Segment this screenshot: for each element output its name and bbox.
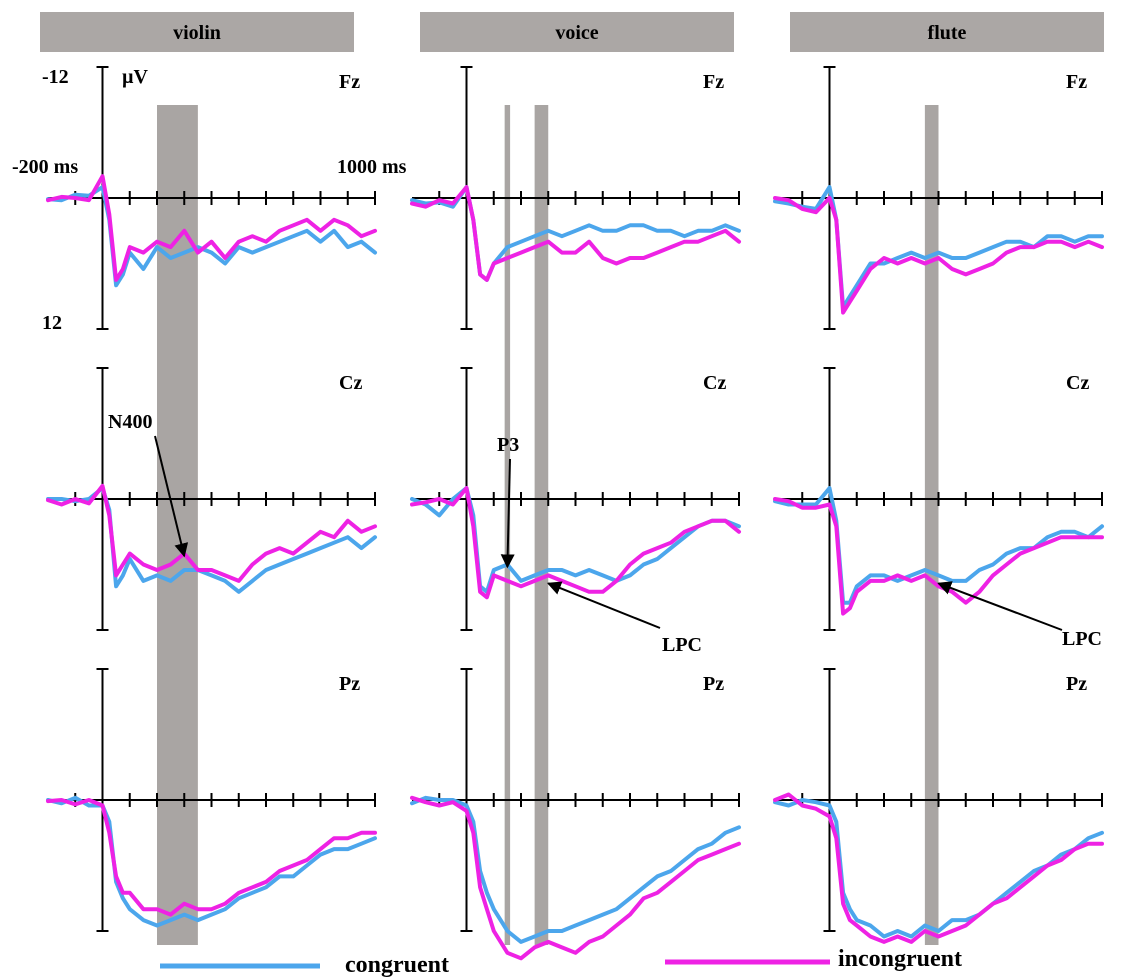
shaded-window — [924, 105, 939, 945]
column-title: voice — [555, 22, 598, 44]
waveform-incongruent — [773, 792, 1104, 944]
waveform-incongruent — [410, 795, 741, 961]
column-headers: violin voice flute — [40, 12, 1104, 52]
legend-label-congruent: congruent — [345, 952, 449, 978]
y-unit-label: µV — [122, 66, 149, 88]
waveform-congruent — [773, 185, 1104, 310]
waveform-congruent — [410, 795, 741, 944]
annotation-lpc: LPC — [662, 634, 702, 656]
legend: congruent incongruent — [160, 946, 962, 978]
annotation-arrow — [546, 581, 661, 629]
electrode-label: Fz — [703, 71, 724, 93]
y-top-label: -12 — [42, 66, 69, 88]
electrode-label: Cz — [339, 372, 362, 394]
electrode-label: Cz — [703, 372, 726, 394]
waveform-incongruent — [773, 497, 1104, 616]
column-header-flute — [790, 12, 1104, 52]
electrode-label: Pz — [1066, 673, 1087, 695]
panel-labels: Fz Cz Pz Fz Cz Pz Fz Cz Pz — [339, 71, 1089, 695]
annotation-lpc: LPC — [1062, 628, 1102, 650]
axes — [48, 66, 1103, 932]
column-header-voice — [420, 12, 734, 52]
x-right-label: 1000 ms — [337, 156, 407, 178]
shaded-window — [534, 105, 549, 945]
waveform-incongruent — [410, 185, 741, 282]
waveform-incongruent — [46, 174, 377, 282]
waveform-incongruent — [410, 486, 741, 600]
waveform-incongruent — [46, 483, 377, 583]
annotations: N400 P3 LPC LPC — [108, 411, 1102, 656]
electrode-label: Pz — [703, 673, 724, 695]
waveforms — [46, 174, 1104, 961]
electrode-label: Cz — [1066, 372, 1089, 394]
waveform-incongruent — [773, 196, 1104, 315]
annotation-n400: N400 — [108, 411, 152, 433]
waveform-congruent — [773, 486, 1104, 605]
y-bottom-label: 12 — [42, 312, 62, 334]
electrode-label: Fz — [339, 71, 360, 93]
annotation-arrow — [500, 458, 515, 569]
shaded-window — [504, 105, 511, 945]
x-left-label: -200 ms — [12, 156, 78, 178]
annotation-p3: P3 — [497, 434, 519, 456]
legend-label-incongruent: incongruent — [838, 946, 962, 972]
column-title: flute — [928, 22, 967, 44]
electrode-label: Fz — [1066, 71, 1087, 93]
column-title: violin — [173, 22, 221, 44]
column-header-violin — [40, 12, 354, 52]
annotation-arrow — [937, 581, 1063, 631]
waveform-incongruent — [46, 798, 377, 917]
annotation-arrow — [154, 435, 189, 558]
waveform-congruent — [46, 795, 377, 928]
electrode-label: Pz — [339, 673, 360, 695]
